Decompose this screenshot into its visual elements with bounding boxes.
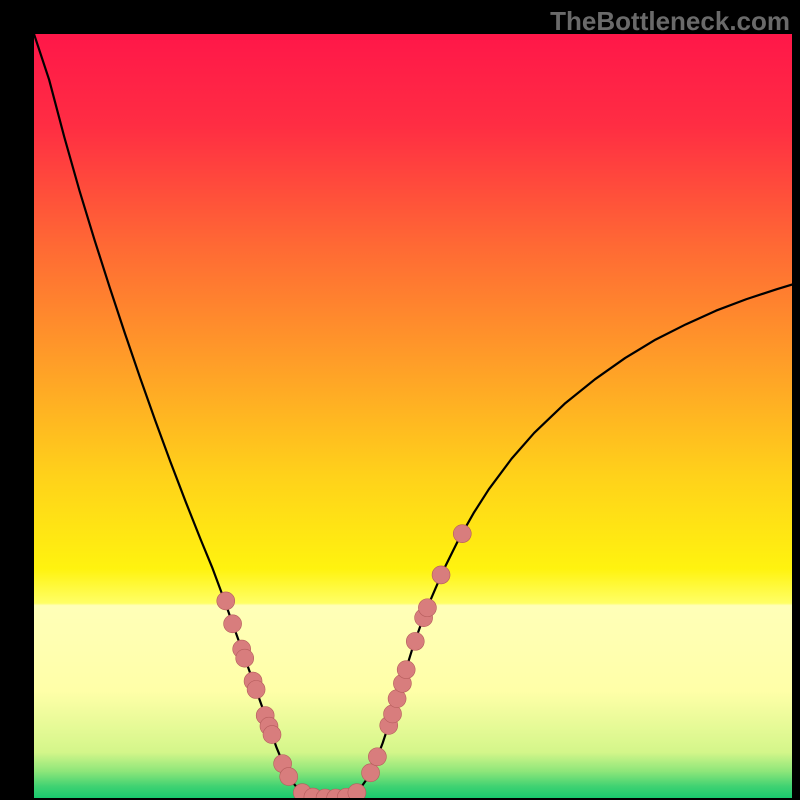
data-marker [397,661,415,679]
data-marker [453,525,471,543]
data-marker [236,649,254,667]
chart-svg [34,34,792,798]
watermark-text: TheBottleneck.com [550,6,790,37]
data-marker [432,566,450,584]
data-marker [368,748,386,766]
data-marker [263,726,281,744]
bottleneck-curve [34,34,792,798]
plot-area [34,34,792,798]
data-marker [362,764,380,782]
data-marker [217,592,235,610]
data-marker [224,615,242,633]
data-marker [280,768,298,786]
data-marker [247,681,265,699]
data-marker [406,632,424,650]
data-marker [418,599,436,617]
